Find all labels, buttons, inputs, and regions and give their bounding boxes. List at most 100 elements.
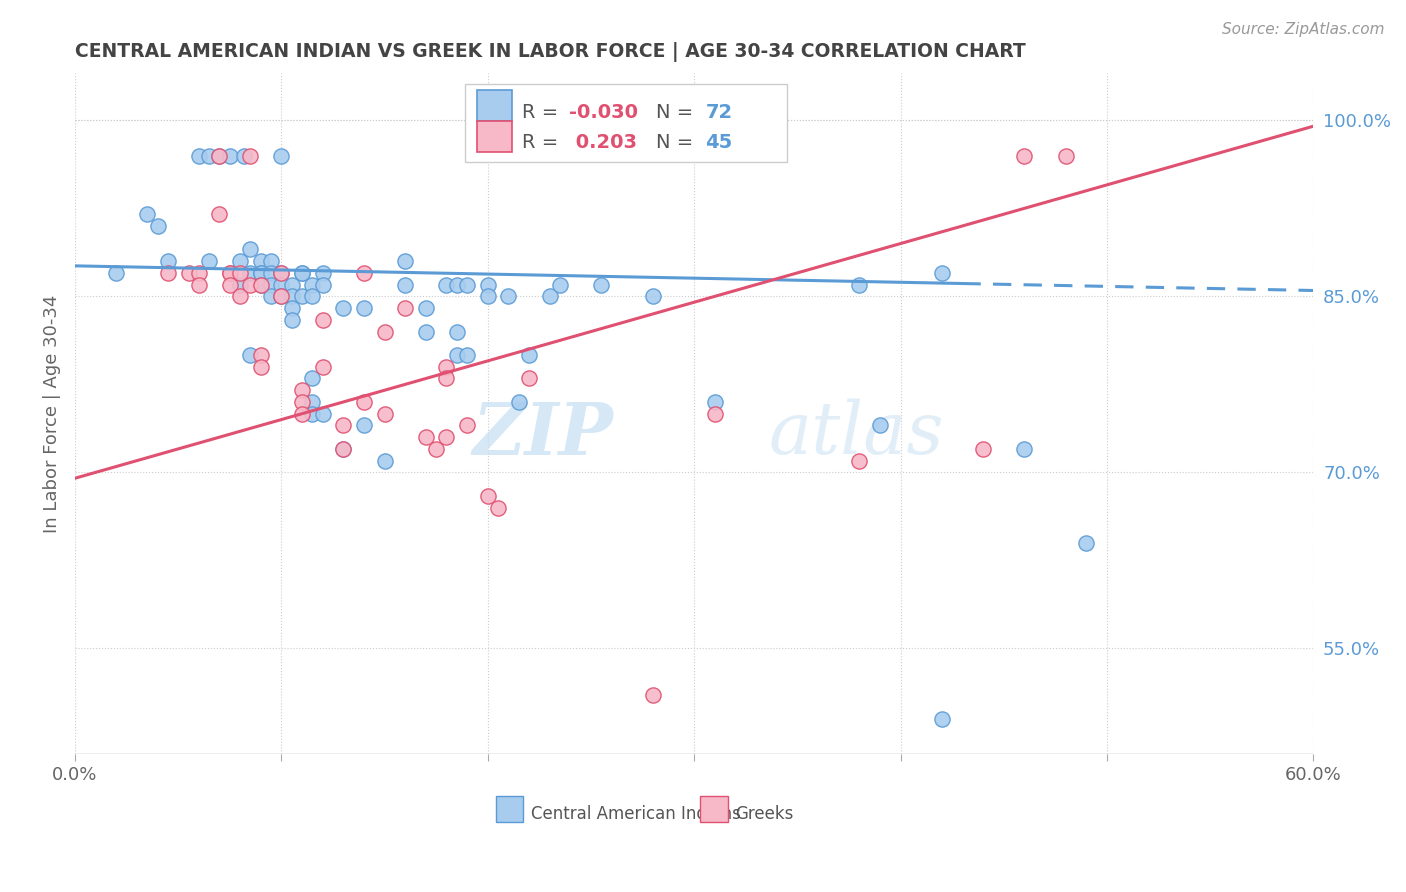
Point <box>374 453 396 467</box>
Point <box>703 407 725 421</box>
Point <box>280 277 302 292</box>
Point <box>270 277 292 292</box>
Point <box>301 289 323 303</box>
Point <box>136 207 159 221</box>
Point <box>146 219 169 233</box>
Point <box>291 407 314 421</box>
Point <box>291 289 314 303</box>
Y-axis label: In Labor Force | Age 30-34: In Labor Force | Age 30-34 <box>44 294 60 533</box>
Text: 45: 45 <box>706 133 733 152</box>
Point <box>972 442 994 456</box>
Point <box>301 277 323 292</box>
Point <box>311 313 333 327</box>
Point <box>456 348 478 362</box>
Point <box>156 254 179 268</box>
Point <box>415 301 437 315</box>
Point <box>208 148 231 162</box>
Bar <box>465 84 787 161</box>
Point <box>239 148 262 162</box>
Point <box>239 348 262 362</box>
Point <box>260 266 283 280</box>
Point <box>1014 442 1036 456</box>
Point <box>548 277 571 292</box>
Bar <box>700 797 727 822</box>
Point <box>353 395 375 409</box>
Point <box>848 453 870 467</box>
Point <box>486 500 509 515</box>
Point <box>301 371 323 385</box>
Point <box>301 407 323 421</box>
Point <box>301 395 323 409</box>
Point <box>260 289 283 303</box>
Text: R =: R = <box>522 133 565 152</box>
Point <box>703 395 725 409</box>
Point <box>931 266 953 280</box>
Point <box>332 301 354 315</box>
Point <box>869 418 891 433</box>
Point <box>641 289 664 303</box>
Point <box>270 148 292 162</box>
Text: 72: 72 <box>706 103 733 121</box>
Point <box>311 266 333 280</box>
Point <box>239 266 262 280</box>
Text: CENTRAL AMERICAN INDIAN VS GREEK IN LABOR FORCE | AGE 30-34 CORRELATION CHART: CENTRAL AMERICAN INDIAN VS GREEK IN LABO… <box>75 42 1026 62</box>
Point <box>931 712 953 726</box>
Point <box>641 688 664 702</box>
Point <box>249 359 271 374</box>
Point <box>198 148 221 162</box>
Point <box>249 266 271 280</box>
Text: N =: N = <box>655 133 699 152</box>
Point <box>353 266 375 280</box>
Point <box>270 266 292 280</box>
Point <box>394 277 416 292</box>
Point <box>218 266 240 280</box>
Point <box>436 371 458 385</box>
Point <box>249 348 271 362</box>
Text: atlas: atlas <box>769 399 943 469</box>
Point <box>280 289 302 303</box>
Point <box>425 442 447 456</box>
Point <box>446 277 468 292</box>
Point <box>848 277 870 292</box>
Point <box>156 266 179 280</box>
Point <box>353 301 375 315</box>
Point <box>436 277 458 292</box>
Point <box>456 277 478 292</box>
Point <box>1054 148 1077 162</box>
Point <box>280 313 302 327</box>
Point <box>517 371 540 385</box>
Point <box>517 348 540 362</box>
Point <box>353 418 375 433</box>
Point <box>208 148 231 162</box>
Point <box>415 325 437 339</box>
Point <box>332 442 354 456</box>
Point <box>105 266 128 280</box>
Point <box>446 325 468 339</box>
Text: -0.030: -0.030 <box>569 103 638 121</box>
Point <box>446 348 468 362</box>
Point <box>270 266 292 280</box>
Point <box>249 277 271 292</box>
Point <box>394 301 416 315</box>
Point <box>270 289 292 303</box>
Point <box>332 418 354 433</box>
Point <box>218 277 240 292</box>
Point <box>239 243 262 257</box>
Point <box>508 395 530 409</box>
Point <box>311 277 333 292</box>
Point <box>498 289 520 303</box>
Point <box>233 148 256 162</box>
Point <box>218 266 240 280</box>
Text: N =: N = <box>655 103 699 121</box>
Point <box>477 289 499 303</box>
Point <box>198 254 221 268</box>
Point <box>249 277 271 292</box>
Point <box>187 266 209 280</box>
Point <box>229 266 252 280</box>
Point <box>239 277 262 292</box>
Point <box>1076 535 1098 549</box>
Text: ZIP: ZIP <box>472 399 613 469</box>
Text: Greeks: Greeks <box>735 805 793 823</box>
Point <box>415 430 437 444</box>
Point <box>538 289 561 303</box>
